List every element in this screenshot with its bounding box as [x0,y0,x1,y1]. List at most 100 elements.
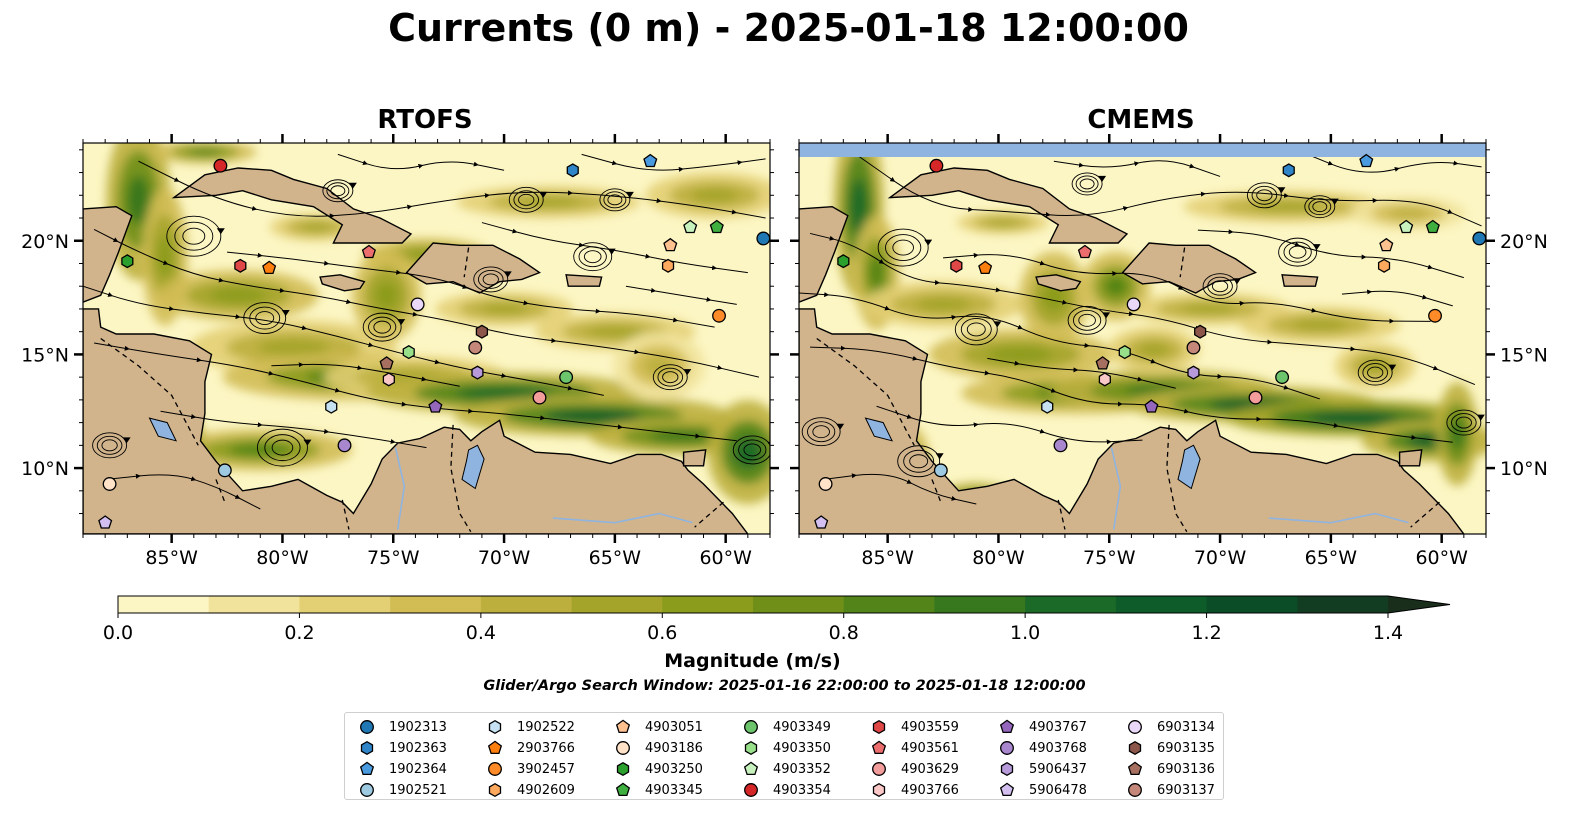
float-marker-4903345[interactable] [709,219,724,234]
float-marker-6903134[interactable] [1126,297,1141,312]
float-marker-1902521[interactable] [933,463,948,478]
float-marker-4902609[interactable] [1377,258,1391,273]
legend-marker-1902521[interactable] [360,783,374,797]
float-marker-4903186[interactable] [102,477,117,491]
legend-marker-4903766[interactable] [872,782,886,798]
float-marker-5906437[interactable] [1187,365,1200,380]
eddy-streamline [1246,182,1282,209]
legend-marker-6903134[interactable] [1128,720,1142,734]
float-marker-4903250[interactable] [121,254,134,269]
float-marker-3902457[interactable] [712,308,726,323]
float-marker-1902313[interactable] [1472,231,1486,246]
legend-marker-6903136[interactable] [1127,761,1143,776]
float-marker-4903354[interactable] [929,158,944,173]
legend-marker-4903768[interactable] [1000,741,1014,755]
legend-marker-4903629[interactable] [872,762,886,776]
legend-marker-1902522[interactable] [488,719,502,735]
eddy-streamline [368,316,397,338]
legend-label: 5906437 [1029,761,1087,777]
float-marker-4903354[interactable] [213,158,228,173]
legend-circle-symbol [488,762,502,776]
float-marker-4903345[interactable] [1425,219,1440,234]
float-marker-6903135[interactable] [1194,324,1207,339]
lon-tick-label: 60°W [699,547,752,569]
float-marker-4903051[interactable] [663,237,678,252]
legend-marker-4903349[interactable] [744,720,758,734]
float-marker-1902363[interactable] [1282,163,1295,178]
legend-marker-1902364[interactable] [359,761,375,776]
legend-marker-4902609[interactable] [488,782,502,798]
stream-arrow [607,248,616,255]
float-marker-6903137[interactable] [468,340,483,355]
float-marker-6903135[interactable] [475,324,489,339]
legend-marker-4903350[interactable] [744,740,758,756]
legend-marker-4903186[interactable] [616,741,630,755]
float-marker-4903250[interactable] [837,254,850,269]
river [394,447,406,530]
float-marker-4903629[interactable] [1248,390,1263,405]
legend-marker-4903354[interactable] [744,783,758,797]
legend-marker-6903135[interactable] [1128,740,1142,756]
float-marker-6903136[interactable] [379,356,394,370]
land-trinidad [682,449,707,467]
float-marker-4903766[interactable] [1098,372,1111,387]
float-marker-4903352[interactable] [1399,219,1414,234]
legend-marker-1902313[interactable] [360,720,374,734]
float-marker-4903767[interactable] [1144,399,1159,413]
float-marker-4903349[interactable] [1275,370,1290,385]
float-marker-1902364[interactable] [1359,153,1374,168]
float-marker-1902363[interactable] [566,163,579,178]
legend-marker-4903352[interactable] [743,761,759,776]
float-marker-6903136[interactable] [1095,356,1110,370]
float-marker-2903766[interactable] [978,260,993,275]
float-marker-1902364[interactable] [643,153,658,168]
float-marker-4903559[interactable] [950,258,963,273]
float-marker-1902521[interactable] [217,463,232,478]
float-marker-5906478[interactable] [814,515,829,529]
map-panel-rtofs[interactable]: 85°W 80°W 75°W 70°W 65°W 60°W 10°N 15°N 20°N [21,119,788,569]
float-marker-4903767[interactable] [428,399,443,413]
legend-marker-4903559[interactable] [872,719,886,735]
float-marker-4903768[interactable] [337,438,352,453]
float-marker-6903137[interactable] [1186,340,1201,355]
float-marker-5906437[interactable] [471,365,484,380]
legend-marker-6903137[interactable] [1128,783,1142,797]
legend-marker-4903345[interactable] [615,782,631,797]
legend-marker-4903561[interactable] [871,740,887,755]
float-marker-6903134[interactable] [410,297,425,312]
float-marker-4903629[interactable] [532,390,547,405]
legend-marker-3902457[interactable] [488,762,502,776]
legend-label: 6903134 [1157,719,1215,735]
float-marker-4903352[interactable] [683,219,698,234]
float-marker-4903350[interactable] [402,345,415,360]
float-marker-1902313[interactable] [756,231,770,246]
legend-marker-2903766[interactable] [487,740,503,755]
float-marker-5906478[interactable] [98,515,113,529]
float-marker-2903766[interactable] [262,260,277,275]
float-marker-4903051[interactable] [1379,237,1394,252]
float-marker-4903186[interactable] [818,477,833,491]
legend-label: 5906478 [1029,782,1087,798]
float-marker-4902609[interactable] [661,258,675,273]
legend-marker-5906437[interactable] [1000,761,1014,777]
colorbar-tick-label: 1.2 [1191,622,1221,644]
float-marker-4903561[interactable] [1077,244,1092,259]
legend-marker-5906478[interactable] [999,782,1015,797]
float-marker-4903768[interactable] [1053,438,1068,453]
float-marker-4903350[interactable] [1118,345,1131,360]
float-marker-4903559[interactable] [234,258,247,273]
float-marker-4903766[interactable] [382,372,395,387]
float-marker-3902457[interactable] [1428,308,1442,323]
float-marker-4903561[interactable] [361,244,376,259]
float-marker-1902522[interactable] [1041,399,1054,414]
legend-marker-4903250[interactable] [616,761,630,777]
float-marker-4903349[interactable] [559,370,574,385]
map-panel-cmems[interactable]: 85°W 80°W 75°W 70°W 65°W 60°W 10°N 15°N 20°N [775,115,1548,569]
colorbar-segment [753,596,845,613]
legend-circle-symbol [616,741,630,755]
legend-marker-1902363[interactable] [360,740,374,756]
legend-marker-4903051[interactable] [615,719,631,734]
legend-marker-4903767[interactable] [999,719,1015,734]
legend-item-5906437: 5906437 [997,759,1087,779]
float-marker-1902522[interactable] [325,399,338,414]
